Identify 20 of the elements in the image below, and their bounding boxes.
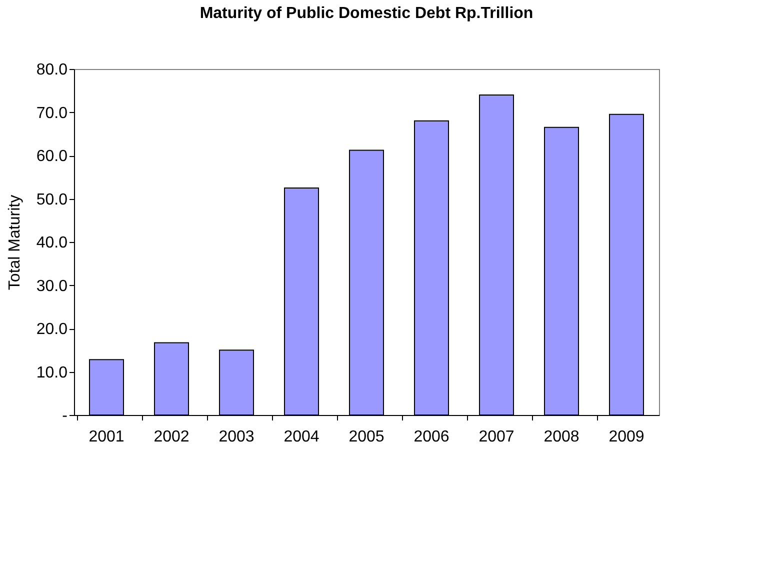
x-tick-label: 2006	[414, 428, 450, 446]
x-tick-label: 2001	[88, 428, 124, 446]
x-tick-label: 2005	[348, 428, 384, 446]
y-tick-label: 80.0	[36, 62, 68, 78]
y-tick-label: 50.0	[36, 191, 68, 208]
y-axis-title: Total Maturity	[6, 194, 24, 290]
x-tick-label: 2003	[218, 428, 254, 446]
x-tick-label: 2004	[284, 428, 320, 446]
chart-title: Maturity of Public Domestic Debt Rp.Trillion	[200, 5, 534, 22]
x-tick-label: 2007	[478, 428, 514, 446]
y-tick-label: 10.0	[36, 364, 68, 382]
y-tick-label: 30.0	[36, 278, 68, 295]
y-tick-label: -	[62, 408, 68, 424]
y-tick-label: 70.0	[36, 104, 68, 122]
x-tick-label: 2009	[608, 428, 644, 446]
y-tick-label: 40.0	[36, 234, 68, 252]
x-tick-label: 2002	[154, 428, 190, 446]
y-tick-label: 20.0	[36, 321, 68, 338]
x-tick-label: 2008	[544, 428, 580, 446]
y-tick-label: 60.0	[36, 148, 68, 165]
